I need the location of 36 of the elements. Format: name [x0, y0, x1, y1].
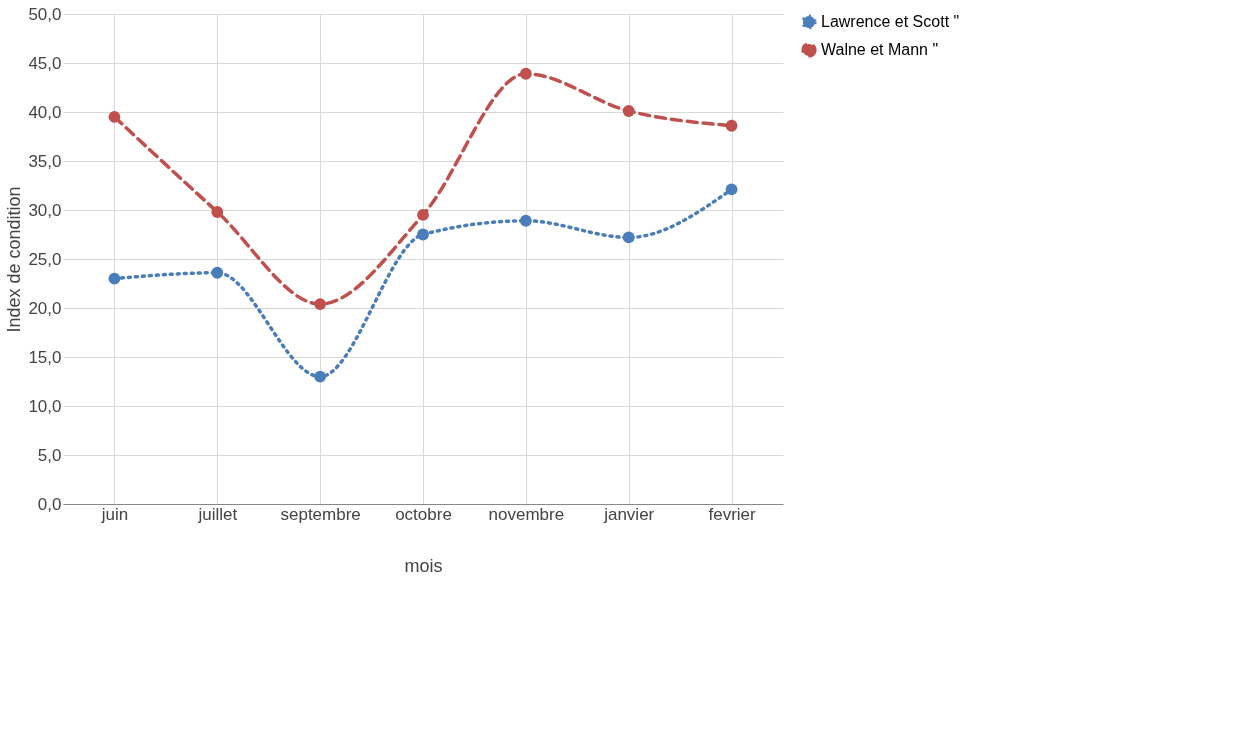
- point: [108, 272, 121, 285]
- x-axis-title: mois: [404, 555, 443, 576]
- y-tick-label: 45,0: [28, 53, 62, 73]
- y-tick-label: 20,0: [28, 298, 62, 318]
- point: [519, 214, 532, 227]
- x-tick-label: octobre: [395, 504, 452, 524]
- point: [417, 228, 429, 241]
- y-axis-title: Index de condition: [4, 186, 25, 333]
- point: [211, 206, 224, 218]
- point: [622, 231, 635, 244]
- point: [622, 105, 635, 117]
- point: [417, 209, 429, 221]
- y-tick-label: 30,0: [28, 200, 62, 220]
- x-tick-label: novembre: [488, 504, 565, 524]
- point: [725, 119, 738, 132]
- x-tick-label: janvier: [603, 504, 655, 524]
- point: [519, 67, 532, 80]
- point: [314, 370, 327, 383]
- y-tick-label: 50,0: [28, 4, 62, 24]
- x-tick-label: juin: [100, 504, 129, 524]
- point: [211, 266, 224, 279]
- y-tick-label: 10,0: [28, 396, 62, 416]
- x-tick-label: juillet: [197, 504, 238, 524]
- y-tick-label: 5,0: [37, 445, 62, 465]
- y-tick-label: 35,0: [28, 151, 62, 171]
- legend-label: Walne et Mann ": [821, 41, 939, 58]
- y-tick-label: 25,0: [28, 249, 62, 269]
- y-tick-label: 15,0: [28, 347, 62, 367]
- y-tick-label: 40,0: [28, 102, 62, 122]
- point: [725, 183, 738, 196]
- y-tick-label: 0,0: [37, 494, 62, 514]
- x-tick-label: septembre: [280, 504, 361, 524]
- point: [314, 298, 327, 310]
- point: [108, 111, 121, 123]
- legend-label: Lawrence et Scott ": [821, 13, 960, 30]
- x-tick-label: fevrier: [708, 504, 757, 524]
